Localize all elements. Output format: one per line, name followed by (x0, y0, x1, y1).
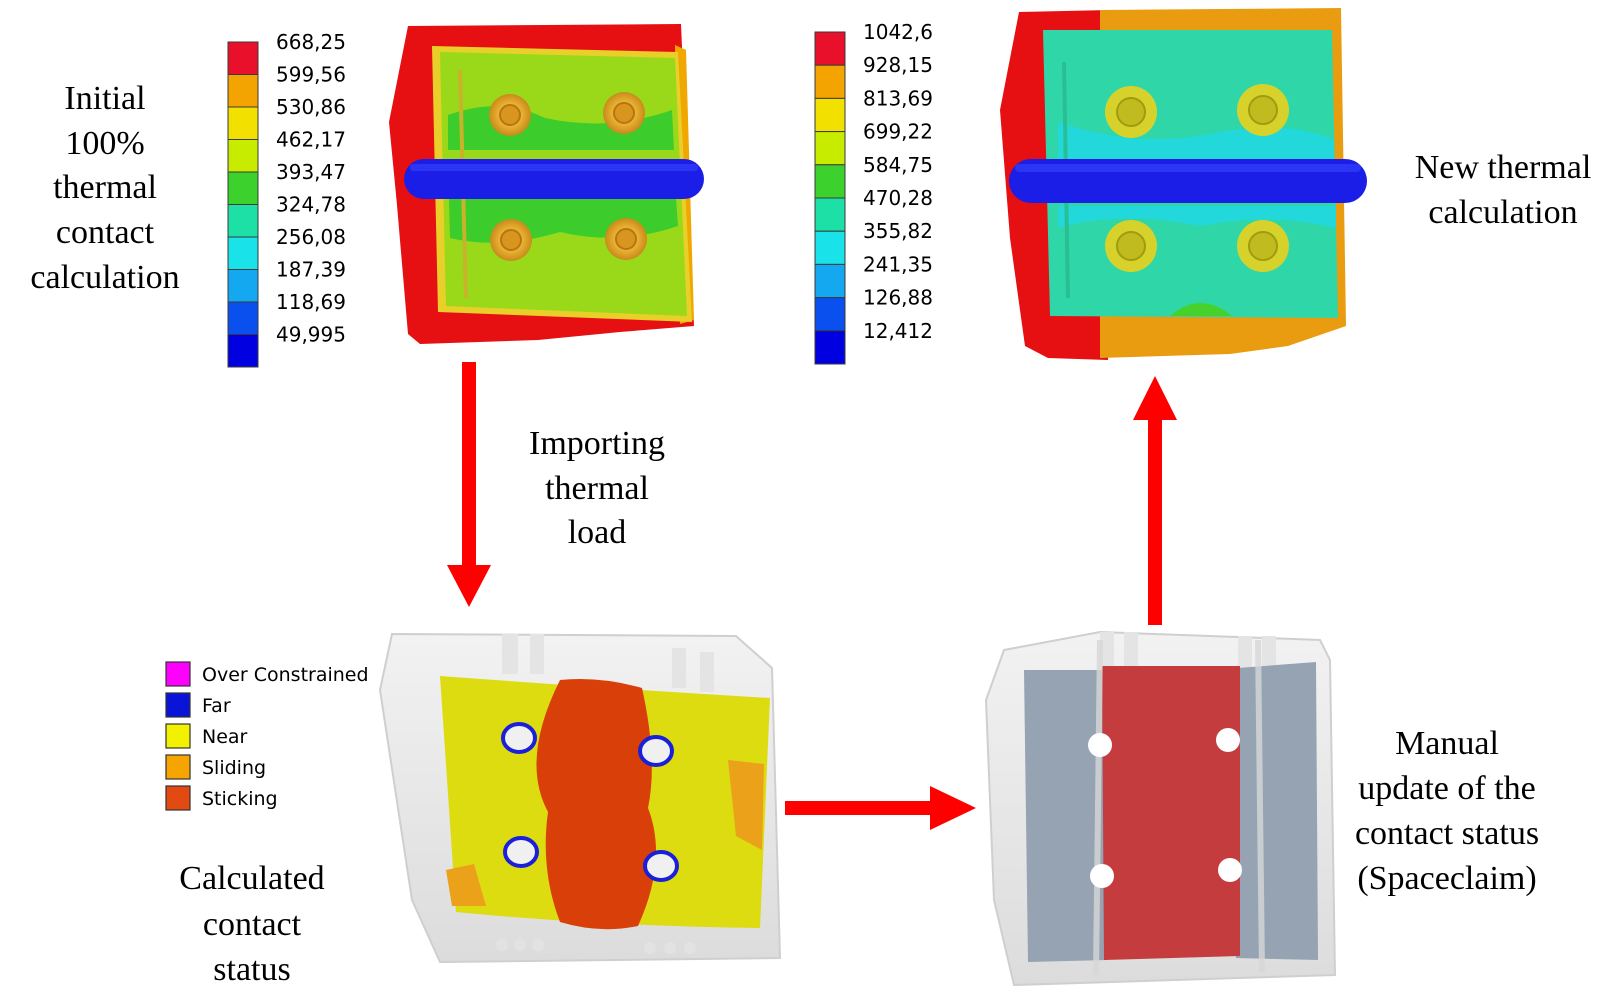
legend-value: 393,47 (276, 160, 346, 184)
initial-thermal-model (389, 24, 704, 344)
legend-swatch (814, 31, 846, 66)
manual-update-model (984, 630, 1337, 987)
legend-value: 256,08 (276, 225, 346, 249)
legend-value: 462,17 (276, 128, 346, 152)
legend-value: 813,69 (863, 86, 933, 110)
legend-swatch (227, 301, 259, 335)
caption-new-thermal-line-1: New thermal (1415, 149, 1592, 186)
legend-value: 49,995 (276, 323, 346, 347)
sliding-patch-left (446, 864, 486, 906)
sliding-patch-right (728, 760, 764, 850)
legend-initial: 668,25 599,56 530,86 462,17 393,47 324,78 256,… (227, 30, 346, 368)
new-thermal-model (1000, 8, 1367, 360)
caption-importing-line-2: thermal (545, 470, 649, 507)
caption-initial-line-5: calculation (30, 259, 179, 296)
caption-initial: Initial 100% thermal contact calculation (30, 80, 179, 296)
legend-value: 355,82 (863, 219, 933, 243)
legend-swatch (227, 269, 259, 303)
contact-legend-label: Sliding (202, 757, 266, 779)
contact-legend-label: Sticking (202, 788, 278, 810)
legend-value: 584,75 (863, 153, 933, 177)
arrow-down (447, 362, 491, 607)
caption-manual-line-2: update of the (1358, 770, 1536, 807)
legend-swatch (227, 204, 259, 238)
contact-legend-label: Over Constrained (202, 664, 369, 686)
contact-legend-label: Near (202, 726, 248, 748)
legend-value: 241,35 (863, 252, 933, 276)
legend-swatch (814, 230, 846, 265)
cyan-band-lower (1058, 206, 1336, 228)
caption-initial-line-4: contact (56, 214, 155, 251)
legend-swatch (227, 139, 259, 173)
legend-swatch (814, 131, 846, 166)
arrow-right (785, 786, 976, 830)
contact-legend-swatch (165, 723, 191, 749)
hole-group (501, 722, 679, 882)
caption-initial-line-2: 100% (65, 125, 144, 162)
legend-new: 1042,6 928,15 813,69 699,22 584,75 470,28 355,… (814, 20, 933, 365)
gray-contact-right (1236, 662, 1318, 960)
sticking-region (536, 679, 656, 930)
legend-value: 928,15 (863, 53, 933, 77)
legend-swatch (814, 97, 846, 133)
legend-value: 599,56 (276, 63, 346, 87)
legend-swatch (814, 330, 846, 365)
caption-initial-line-1: Initial (64, 80, 145, 117)
caption-importing: Importing thermal load (529, 425, 665, 551)
red-contact-center (1102, 666, 1240, 960)
legend-swatch (227, 334, 259, 368)
legend-value: 126,88 (863, 286, 933, 310)
caption-initial-line-3: thermal (53, 169, 157, 206)
caption-manual-line-4: (Spaceclaim) (1357, 860, 1536, 897)
contact-legend-swatch (165, 661, 191, 687)
legend-swatch (814, 64, 846, 99)
bolt-group-new (1105, 84, 1289, 272)
legend-value: 668,25 (276, 30, 346, 54)
contact-legend-swatch (165, 692, 191, 718)
caption-calculated: Calculated contact status (179, 860, 324, 988)
caption-calculated-line-2: contact (203, 906, 302, 943)
contact-legend: Over Constrained Far Near Sliding Sticking (165, 661, 369, 811)
legend-value: 530,86 (276, 95, 346, 119)
bolt-group (489, 92, 647, 261)
legend-swatch (814, 263, 846, 299)
legend-value: 12,412 (863, 319, 933, 343)
green-spot (1170, 303, 1232, 316)
legend-value: 1042,6 (863, 20, 933, 44)
legend-value: 324,78 (276, 193, 346, 217)
arrow-up (1133, 376, 1177, 625)
caption-new-thermal: New thermal calculation (1415, 149, 1592, 231)
contact-legend-swatch (165, 785, 191, 811)
legend-swatch (814, 164, 846, 199)
legend-value: 187,39 (276, 258, 346, 282)
legend-swatch (227, 171, 259, 205)
legend-value: 118,69 (276, 290, 346, 314)
legend-value: 470,28 (863, 186, 933, 210)
legend-swatch (227, 74, 259, 108)
calculated-contact-model (378, 632, 782, 964)
contact-legend-label: Far (202, 695, 231, 717)
caption-importing-line-3: load (568, 514, 627, 551)
legend-swatch (814, 197, 846, 232)
caption-calculated-line-1: Calculated (179, 860, 324, 897)
legend-swatch (227, 41, 259, 75)
caption-calculated-line-3: status (213, 951, 290, 988)
contact-legend-swatch (165, 754, 191, 780)
caption-manual-line-1: Manual (1395, 725, 1499, 762)
gray-contact-left (1024, 670, 1108, 962)
caption-new-thermal-line-2: calculation (1428, 194, 1577, 231)
caption-manual: Manual update of the contact status (Spa… (1355, 725, 1539, 897)
legend-value: 699,22 (863, 120, 933, 144)
caption-manual-line-3: contact status (1355, 815, 1539, 852)
legend-swatch (814, 297, 846, 332)
legend-swatch (227, 106, 259, 140)
caption-importing-line-1: Importing (529, 425, 665, 462)
hole-group-update (1088, 728, 1242, 888)
legend-swatch (227, 236, 259, 270)
